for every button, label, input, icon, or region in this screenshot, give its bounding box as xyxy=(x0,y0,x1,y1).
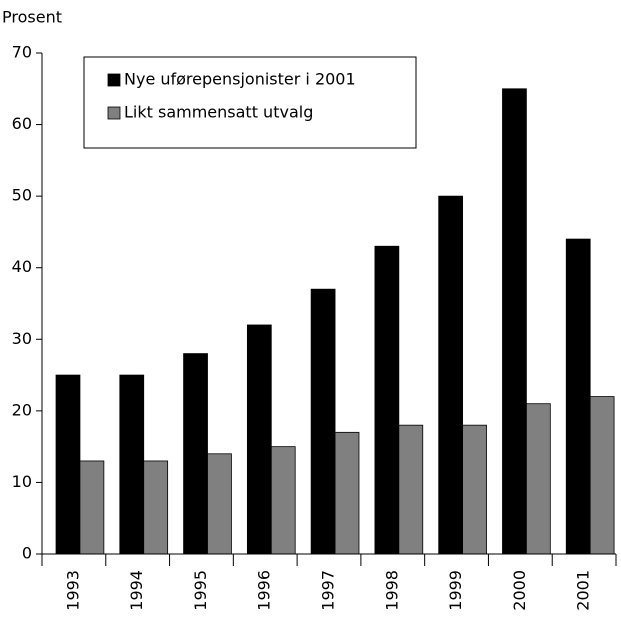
bar xyxy=(589,396,615,555)
bar xyxy=(270,446,296,555)
bar xyxy=(525,403,551,555)
legend-label: Nye uførepensjonister i 2001 xyxy=(124,70,356,89)
bar xyxy=(310,288,336,555)
y-tick-label: 50 xyxy=(12,186,32,205)
y-axis-label: Prosent xyxy=(2,8,62,27)
x-tick-label: 1993 xyxy=(63,570,82,611)
x-tick-label: 1998 xyxy=(382,570,401,611)
bar xyxy=(183,353,208,555)
y-tick-label: 60 xyxy=(12,114,32,133)
bar xyxy=(374,245,400,555)
y-tick-label: 10 xyxy=(12,472,32,491)
x-tick-label: 1994 xyxy=(127,570,146,611)
y-tick-label: 0 xyxy=(22,544,32,563)
bar xyxy=(438,195,464,555)
bar xyxy=(565,238,591,555)
bar xyxy=(207,453,232,555)
y-tick-label: 20 xyxy=(12,400,32,419)
legend-swatch xyxy=(107,106,121,120)
bar xyxy=(502,88,527,555)
bar xyxy=(246,324,272,555)
x-tick-label: 1995 xyxy=(191,570,210,611)
legend-swatch xyxy=(107,73,121,87)
y-tick-label: 30 xyxy=(12,329,32,348)
x-tick-label: 1996 xyxy=(255,570,274,611)
x-tick-label: 2001 xyxy=(574,570,593,611)
bar xyxy=(398,424,424,555)
bar xyxy=(143,460,169,555)
x-tick-label: 1999 xyxy=(446,570,465,611)
bar xyxy=(334,431,360,555)
legend-box xyxy=(83,56,417,149)
bar xyxy=(79,460,105,555)
bar xyxy=(462,424,487,555)
x-tick-label: 1997 xyxy=(319,570,338,611)
bar xyxy=(119,374,145,555)
y-tick-label: 40 xyxy=(12,257,32,276)
legend-label: Likt sammensatt utvalg xyxy=(124,103,313,122)
bar xyxy=(55,374,81,555)
y-tick-label: 70 xyxy=(12,43,32,62)
x-tick-label: 2000 xyxy=(510,570,529,611)
